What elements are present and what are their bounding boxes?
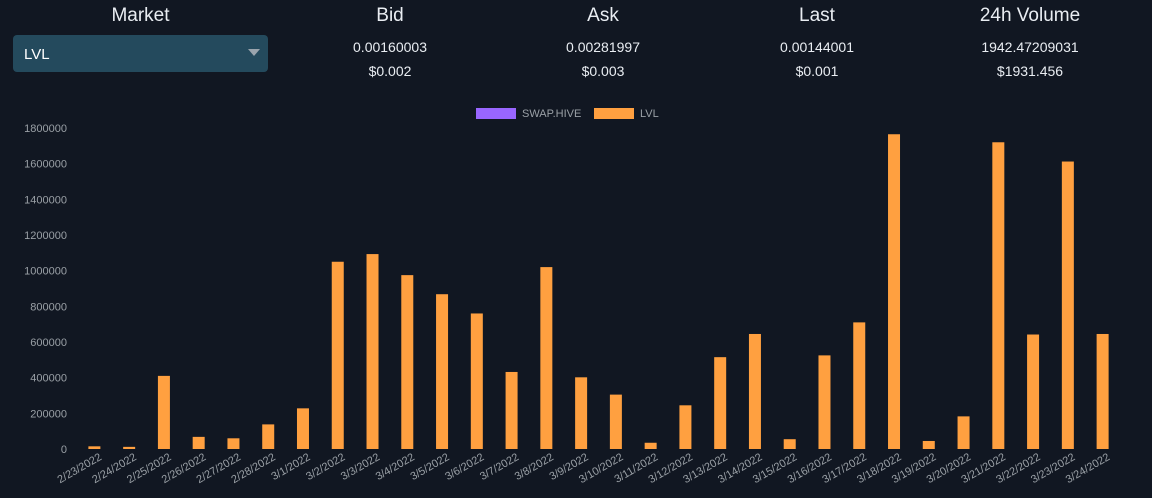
legend-label[interactable]: LVL bbox=[640, 108, 659, 120]
bar-lvl[interactable] bbox=[922, 440, 935, 449]
bar-lvl[interactable] bbox=[818, 355, 831, 450]
bar-lvl[interactable] bbox=[505, 371, 518, 449]
x-tick-label: 3/8/2022 bbox=[513, 451, 556, 483]
stat-title: Ask bbox=[587, 5, 619, 26]
stat-title: 24h Volume bbox=[979, 5, 1081, 26]
bar-lvl[interactable] bbox=[748, 333, 761, 449]
x-tick-label: 3/5/2022 bbox=[408, 451, 451, 483]
legend-swatch[interactable] bbox=[594, 108, 634, 119]
legend-swatch[interactable] bbox=[476, 108, 516, 119]
chevron-down-icon[interactable] bbox=[248, 49, 260, 56]
stat-value: 0.00160003 bbox=[353, 39, 427, 55]
stat-24h-volume: 24h Volume 1942.47209031 $1931.456 bbox=[930, 0, 1130, 80]
stat-title: Bid bbox=[376, 5, 404, 26]
x-axis: 2/23/20222/24/20222/25/20222/26/20222/27… bbox=[56, 451, 1113, 486]
market-title: Market bbox=[111, 5, 170, 26]
stat-last: Last 0.00144001 $0.001 bbox=[717, 0, 917, 80]
bar-lvl[interactable] bbox=[609, 394, 622, 449]
stat-ask: Ask 0.00281997 $0.003 bbox=[503, 0, 703, 80]
market-selector-group: Market LVL bbox=[13, 0, 268, 72]
y-tick-label: 1600000 bbox=[24, 159, 67, 171]
x-tick-label: 3/2/2022 bbox=[304, 451, 347, 483]
bar-lvl[interactable] bbox=[227, 438, 240, 449]
bar-lvl[interactable] bbox=[1096, 333, 1109, 449]
bar-lvl[interactable] bbox=[644, 442, 657, 449]
stat-usd: $0.002 bbox=[368, 63, 412, 79]
bar-lvl[interactable] bbox=[783, 439, 796, 449]
bar-lvl[interactable] bbox=[1061, 161, 1074, 449]
bar-lvl[interactable] bbox=[401, 275, 414, 450]
bar-lvl[interactable] bbox=[192, 436, 205, 449]
stat-value: 0.00281997 bbox=[566, 39, 640, 55]
stat-usd: $0.001 bbox=[795, 63, 839, 79]
bar-lvl[interactable] bbox=[262, 424, 275, 449]
market-select-value: LVL bbox=[24, 46, 50, 63]
stat-usd: $0.003 bbox=[581, 63, 625, 79]
legend-label[interactable]: SWAP.HIVE bbox=[522, 108, 581, 120]
y-tick-label: 200000 bbox=[30, 408, 67, 420]
market-select[interactable]: LVL bbox=[13, 35, 268, 72]
stat-value: 0.00144001 bbox=[780, 39, 854, 55]
bar-lvl[interactable] bbox=[992, 142, 1005, 449]
bar-lvl[interactable] bbox=[575, 377, 588, 449]
y-tick-label: 1200000 bbox=[24, 230, 67, 242]
x-tick-label: 3/6/2022 bbox=[443, 451, 486, 483]
bar-lvl[interactable] bbox=[123, 446, 136, 449]
stat-bid: Bid 0.00160003 $0.002 bbox=[290, 0, 490, 80]
bar-lvl[interactable] bbox=[157, 375, 170, 449]
market-header: Market LVL Bid 0.00160003 $0.002 Ask 0.0… bbox=[0, 0, 1152, 90]
y-tick-label: 600000 bbox=[30, 337, 67, 349]
bar-lvl[interactable] bbox=[1027, 334, 1040, 449]
bar-lvl[interactable] bbox=[436, 294, 449, 449]
bar-lvl[interactable] bbox=[853, 322, 866, 449]
bar-lvl[interactable] bbox=[88, 446, 101, 449]
y-tick-label: 400000 bbox=[30, 373, 67, 385]
stat-value: 1942.47209031 bbox=[981, 39, 1079, 55]
x-tick-label: 3/1/2022 bbox=[269, 451, 312, 483]
y-tick-label: 1000000 bbox=[24, 266, 67, 278]
bar-lvl[interactable] bbox=[366, 254, 379, 449]
bar-lvl[interactable] bbox=[470, 313, 483, 449]
y-tick-label: 1400000 bbox=[24, 194, 67, 206]
bar-lvl[interactable] bbox=[331, 261, 344, 449]
y-tick-label: 1800000 bbox=[24, 123, 67, 135]
stat-title: Last bbox=[799, 5, 835, 26]
bar-lvl[interactable] bbox=[679, 405, 692, 449]
x-tick-label: 3/4/2022 bbox=[374, 451, 417, 483]
x-tick-label: 3/7/2022 bbox=[478, 451, 521, 483]
bar-lvl[interactable] bbox=[957, 416, 970, 449]
y-axis: 0 200000 400000 600000 800000 1000000 1200000 1… bbox=[24, 123, 67, 456]
x-tick-label: 3/3/2022 bbox=[339, 451, 382, 483]
bar-lvl[interactable] bbox=[714, 357, 727, 449]
chart-legend: SWAP.HIVE LVL bbox=[476, 108, 659, 120]
bar-lvl[interactable] bbox=[540, 267, 553, 449]
y-tick-label: 0 bbox=[61, 444, 67, 456]
stat-usd: $1931.456 bbox=[996, 63, 1064, 79]
bars bbox=[88, 134, 1109, 450]
y-tick-label: 800000 bbox=[30, 301, 67, 313]
bar-lvl[interactable] bbox=[296, 408, 309, 449]
bar-lvl[interactable] bbox=[888, 134, 901, 450]
